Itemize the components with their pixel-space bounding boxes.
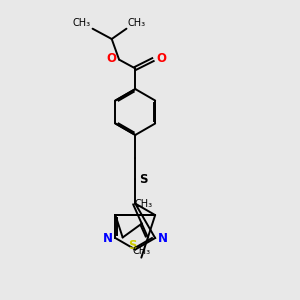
Text: N: N — [158, 232, 167, 244]
Text: CH₃: CH₃ — [128, 17, 146, 28]
Text: CH₃: CH₃ — [135, 199, 153, 209]
Text: CH₃: CH₃ — [73, 17, 91, 28]
Text: CH₃: CH₃ — [132, 246, 150, 256]
Text: N: N — [103, 232, 113, 244]
Text: O: O — [156, 52, 166, 64]
Text: S: S — [139, 173, 147, 186]
Text: S: S — [128, 239, 136, 252]
Text: O: O — [106, 52, 116, 64]
